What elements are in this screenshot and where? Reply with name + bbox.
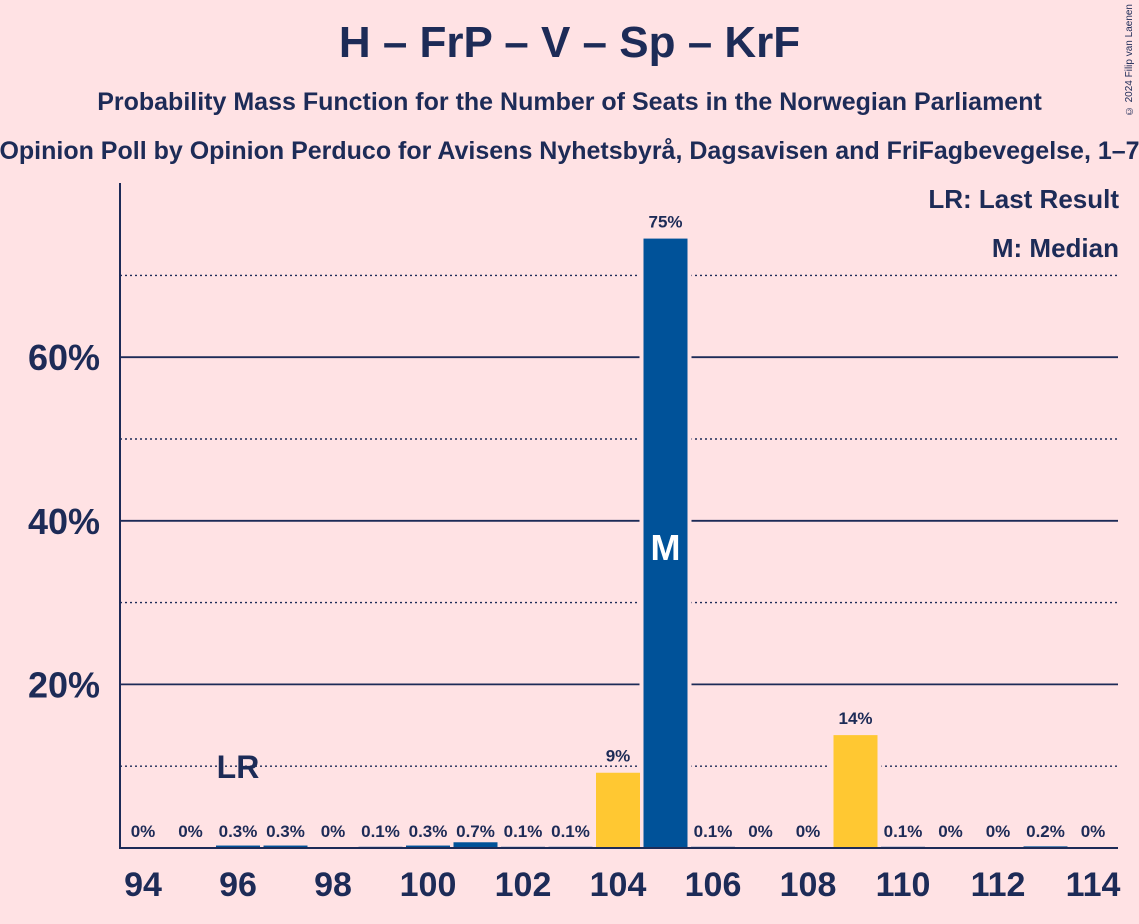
bar-gap — [639, 355, 644, 360]
bar-gap — [687, 437, 692, 441]
bar-gap — [877, 764, 882, 769]
bar-value-label: 0% — [748, 822, 773, 841]
bar-value-label: 0% — [321, 822, 346, 841]
bar-gap — [639, 273, 644, 278]
x-tick-label: 96 — [219, 866, 257, 904]
x-tick-label: 114 — [1066, 866, 1121, 904]
x-tick-label: 100 — [400, 866, 457, 904]
bar-value-label: 0.2% — [1026, 822, 1065, 841]
median-marker: M — [651, 527, 681, 568]
bar-gap — [639, 682, 644, 687]
bar-value-label: 0% — [1081, 822, 1106, 841]
legend-last-result: LR: Last Result — [928, 184, 1119, 214]
bar-104 — [596, 772, 640, 848]
bar-value-label: 0% — [131, 822, 156, 841]
y-tick-label: 20% — [28, 664, 100, 705]
x-tick-label: 108 — [780, 866, 837, 904]
bar-value-label: 14% — [838, 709, 872, 728]
y-tick-label: 60% — [28, 337, 100, 378]
bar-value-label: 0% — [938, 822, 963, 841]
bar-value-label: 0.1% — [884, 822, 923, 841]
bar-gap — [687, 518, 692, 523]
bar-gap — [687, 273, 692, 278]
bar-gap — [687, 764, 692, 769]
last-result-marker: LR — [217, 749, 260, 785]
x-tick-label: 98 — [314, 866, 352, 904]
x-tick-label: 110 — [876, 866, 931, 904]
x-tick-label: 112 — [971, 866, 1026, 904]
bar-gap — [687, 355, 692, 360]
bar-value-label: 0.7% — [456, 822, 495, 841]
legend-median: M: Median — [991, 233, 1119, 263]
chart-title: H – FrP – V – Sp – KrF — [338, 18, 801, 67]
bar-value-label: 75% — [648, 213, 682, 232]
bar-value-label: 9% — [606, 747, 631, 766]
bar-gap — [639, 764, 644, 769]
bar-gap — [639, 518, 644, 523]
bar-109 — [833, 735, 878, 848]
bar-value-label: 0.3% — [266, 822, 305, 841]
bar-100 — [406, 845, 450, 848]
bar-gap — [639, 600, 644, 605]
bar-gap — [687, 682, 692, 687]
x-tick-label: 106 — [685, 866, 742, 904]
x-tick-label: 104 — [590, 866, 647, 904]
bar-105 — [643, 238, 688, 849]
bar-value-label: 0% — [178, 822, 203, 841]
x-tick-label: 94 — [124, 866, 162, 904]
bar-value-label: 0.1% — [361, 822, 400, 841]
y-tick-label: 40% — [28, 501, 100, 542]
bar-value-label: 0.1% — [504, 822, 543, 841]
bar-value-label: 0.3% — [219, 822, 258, 841]
bar-gap — [829, 764, 834, 769]
chart-subtitle: Probability Mass Function for the Number… — [97, 88, 1042, 116]
bar-97 — [263, 845, 308, 848]
bar-gap — [687, 600, 692, 605]
poll-description: Opinion Poll by Opinion Perduco for Avis… — [0, 137, 1139, 165]
bar-value-label: 0% — [986, 822, 1011, 841]
bar-96 — [216, 845, 260, 848]
bar-value-label: 0.3% — [409, 822, 448, 841]
bar-value-label: 0.1% — [694, 822, 733, 841]
bar-value-label: 0% — [796, 822, 821, 841]
bar-value-label: 0.1% — [551, 822, 590, 841]
x-tick-label: 102 — [495, 866, 552, 904]
bar-101 — [453, 842, 498, 848]
bar-gap — [639, 437, 644, 441]
